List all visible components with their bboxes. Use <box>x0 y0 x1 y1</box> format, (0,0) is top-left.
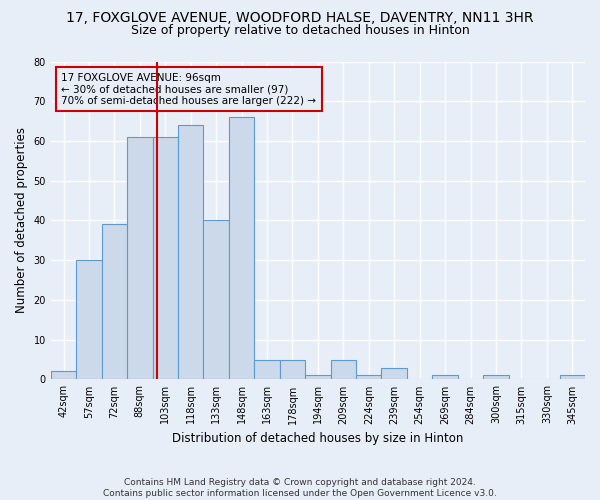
Bar <box>483 376 509 380</box>
Bar <box>331 360 356 380</box>
Bar <box>560 376 585 380</box>
Bar <box>101 224 127 380</box>
Text: Contains HM Land Registry data © Crown copyright and database right 2024.
Contai: Contains HM Land Registry data © Crown c… <box>103 478 497 498</box>
Bar <box>178 125 203 380</box>
Bar <box>127 137 152 380</box>
Bar <box>254 360 280 380</box>
Y-axis label: Number of detached properties: Number of detached properties <box>15 128 28 314</box>
Text: 17, FOXGLOVE AVENUE, WOODFORD HALSE, DAVENTRY, NN11 3HR: 17, FOXGLOVE AVENUE, WOODFORD HALSE, DAV… <box>66 11 534 25</box>
Bar <box>152 137 178 380</box>
Bar <box>356 376 382 380</box>
X-axis label: Distribution of detached houses by size in Hinton: Distribution of detached houses by size … <box>172 432 464 445</box>
Bar <box>305 376 331 380</box>
Bar <box>280 360 305 380</box>
Text: Size of property relative to detached houses in Hinton: Size of property relative to detached ho… <box>131 24 469 37</box>
Bar <box>382 368 407 380</box>
Bar <box>229 117 254 380</box>
Bar <box>76 260 101 380</box>
Bar <box>51 372 76 380</box>
Bar <box>203 220 229 380</box>
Bar <box>433 376 458 380</box>
Text: 17 FOXGLOVE AVENUE: 96sqm
← 30% of detached houses are smaller (97)
70% of semi-: 17 FOXGLOVE AVENUE: 96sqm ← 30% of detac… <box>61 72 316 106</box>
